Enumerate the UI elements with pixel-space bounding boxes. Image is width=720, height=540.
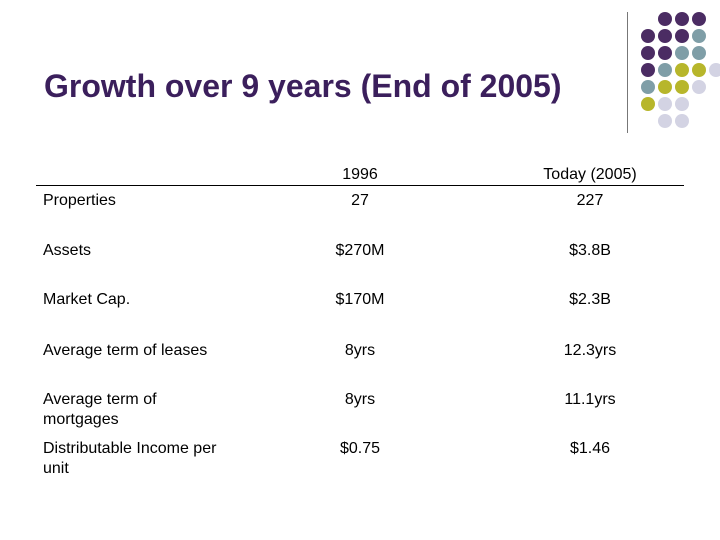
decorative-dot xyxy=(692,46,706,60)
value-2005: $3.8B xyxy=(569,242,611,259)
decorative-dot xyxy=(641,29,655,43)
row-label: Market Cap. xyxy=(43,291,131,308)
decorative-dot xyxy=(675,63,689,77)
value-1996: $170M xyxy=(335,291,385,308)
decorative-dot xyxy=(658,80,672,94)
column-header-2005: Today (2005) xyxy=(543,166,637,183)
value-2005: 12.3yrs xyxy=(563,342,617,359)
row-label: Average term of mortgages xyxy=(43,391,157,428)
decorative-dot xyxy=(641,63,655,77)
decorative-dot xyxy=(658,63,672,77)
value-1996: 27 xyxy=(351,192,369,209)
column-header-1996: 1996 xyxy=(342,166,378,183)
decorative-dot xyxy=(675,114,689,128)
value-2005: $1.46 xyxy=(569,440,611,457)
decorative-dot xyxy=(658,97,672,111)
decorative-dot xyxy=(658,46,672,60)
decorative-dot xyxy=(658,29,672,43)
decorative-dot xyxy=(641,97,655,111)
value-2005: 11.1yrs xyxy=(564,391,616,408)
decorative-dot xyxy=(675,80,689,94)
decorative-dot xyxy=(675,12,689,26)
decorative-dot xyxy=(692,80,706,94)
decorative-dot xyxy=(641,80,655,94)
row-label: Average term of leases xyxy=(43,342,208,359)
decorative-dot xyxy=(658,114,672,128)
value-1996: $0.75 xyxy=(339,440,381,457)
value-1996: $270M xyxy=(335,242,385,259)
value-2005: $2.3B xyxy=(569,291,611,308)
decorative-dot xyxy=(658,12,672,26)
value-1996: 8yrs xyxy=(344,342,376,359)
slide-title: Growth over 9 years (End of 2005) xyxy=(44,68,562,104)
decorative-dot xyxy=(641,46,655,60)
row-label: Assets xyxy=(43,242,92,259)
header-divider xyxy=(36,185,684,186)
row-label: Properties xyxy=(43,192,116,209)
decorative-dot xyxy=(709,63,720,77)
decorative-dot xyxy=(675,97,689,111)
decorative-dot xyxy=(675,46,689,60)
decorative-dot xyxy=(692,12,706,26)
decorative-vertical-line xyxy=(627,12,628,133)
value-1996: 8yrs xyxy=(344,391,376,408)
row-label: Distributable Income per unit xyxy=(43,440,217,477)
decorative-dot xyxy=(692,63,706,77)
decorative-dot xyxy=(692,29,706,43)
value-2005: 227 xyxy=(576,192,604,209)
decorative-dot xyxy=(675,29,689,43)
